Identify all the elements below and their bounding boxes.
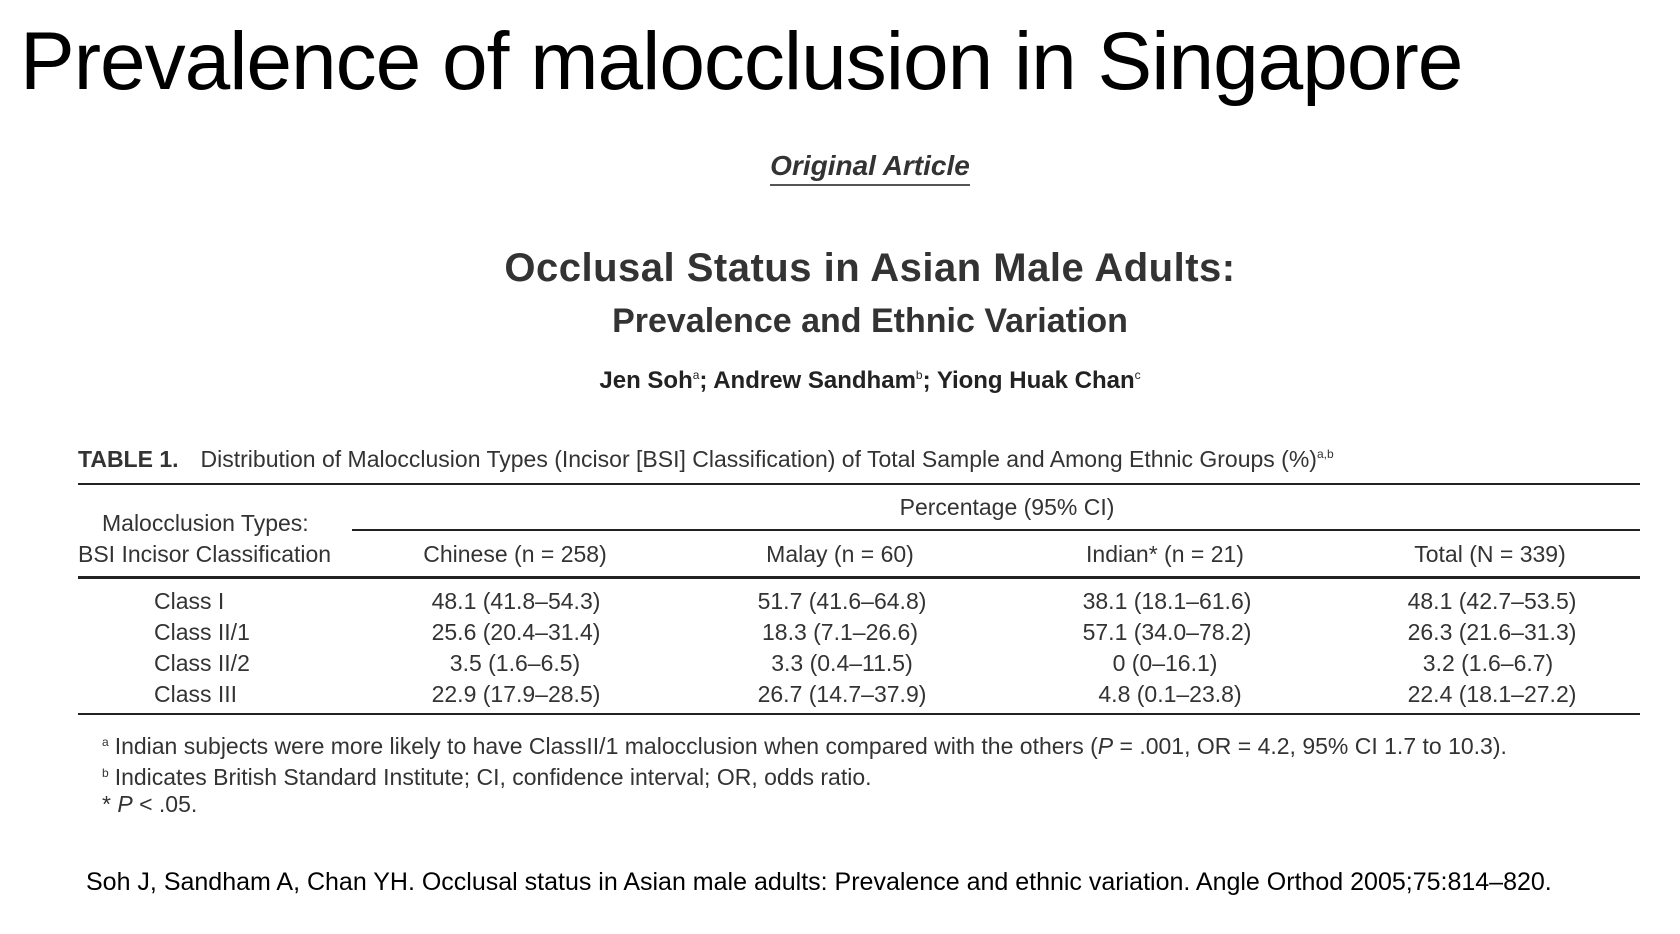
column-header-total: Total (N = 339) bbox=[1414, 541, 1566, 567]
table-caption-footnote-marks: a,b bbox=[1316, 447, 1334, 461]
author-separator: ; bbox=[699, 367, 714, 394]
article-section-text: Original Article bbox=[770, 150, 970, 186]
column-header-chinese: Chinese (n = 258) bbox=[423, 541, 607, 567]
author-affiliation: b bbox=[915, 368, 923, 382]
table-cell: 3.5 (1.6–6.5) bbox=[449, 650, 581, 676]
author-name: Andrew Sandham bbox=[713, 367, 916, 394]
table-cell: 57.1 (34.0–78.2) bbox=[1082, 619, 1252, 645]
table-cell: 25.6 (20.4–31.4) bbox=[431, 619, 601, 645]
table-cell: 4.8 (0.1–23.8) bbox=[1098, 681, 1242, 707]
group-header: Percentage (95% CI) bbox=[899, 494, 1115, 520]
column-header-indian: Indian* (n = 21) bbox=[1086, 541, 1244, 567]
table-cell: 48.1 (42.7–53.5) bbox=[1407, 588, 1577, 614]
table-cell: 51.7 (41.6–64.8) bbox=[757, 588, 927, 614]
row-header-line2: BSI Incisor Classification bbox=[78, 541, 332, 567]
table-top-rule bbox=[78, 483, 1640, 485]
table-cell: 18.3 (7.1–26.6) bbox=[761, 619, 919, 645]
footnote-b-mark: b bbox=[102, 766, 109, 780]
table-row-label: Class III bbox=[154, 681, 238, 707]
footnote-star: * P < .05. bbox=[102, 790, 197, 818]
table-header-rule bbox=[78, 576, 1640, 579]
table-cell: 22.4 (18.1–27.2) bbox=[1407, 681, 1577, 707]
row-header-line1: Malocclusion Types: bbox=[102, 510, 309, 536]
article-title: Occlusal Status in Asian Male Adults: bbox=[504, 246, 1236, 290]
table-cell: 26.3 (21.6–31.3) bbox=[1407, 619, 1577, 645]
author-name: Jen Soh bbox=[599, 367, 693, 394]
footnote-a-mark: a bbox=[102, 735, 109, 749]
table-cell: 26.7 (14.7–37.9) bbox=[757, 681, 927, 707]
slide-title: Prevalence of malocclusion in Singapore bbox=[20, 16, 1463, 107]
footnote-a: a Indian subjects were more likely to hav… bbox=[102, 728, 1507, 760]
table-row-label: Class I bbox=[154, 588, 225, 614]
table-cell: 22.9 (17.9–28.5) bbox=[431, 681, 601, 707]
author-affiliation: a bbox=[692, 368, 700, 382]
author-separator: ; bbox=[922, 367, 937, 394]
footnote-b: b Indicates British Standard Institute; C… bbox=[102, 759, 872, 791]
author-affiliation: c bbox=[1134, 368, 1141, 382]
footnote-star-p: P bbox=[117, 791, 133, 817]
table-cell: 0 (0–16.1) bbox=[1112, 650, 1218, 676]
table-cell: 3.3 (0.4–11.5) bbox=[771, 650, 913, 676]
column-header-malay: Malay (n = 60) bbox=[766, 541, 914, 567]
table-bottom-rule bbox=[78, 713, 1640, 715]
table-cell: 3.2 (1.6–6.7) bbox=[1422, 650, 1554, 676]
footnote-star-mark: * bbox=[102, 791, 118, 817]
table-label: TABLE 1. bbox=[78, 446, 179, 472]
table-row-label: Class II/2 bbox=[154, 650, 250, 676]
table-group-rule bbox=[352, 529, 1640, 531]
author-name: Yiong Huak Chan bbox=[936, 367, 1135, 394]
slide-citation: Soh J, Sandham A, Chan YH. Occlusal stat… bbox=[86, 868, 1552, 896]
table-caption: TABLE 1. Distribution of Malocclusion Typ… bbox=[78, 446, 1334, 473]
table-caption-text: Distribution of Malocclusion Types (Inci… bbox=[200, 446, 1317, 472]
article-section-label: Original Article bbox=[0, 150, 1680, 186]
footnote-b-text: Indicates British Standard Institute; CI… bbox=[114, 764, 872, 790]
table-cell: 48.1 (41.8–54.3) bbox=[431, 588, 601, 614]
article-subtitle: Prevalence and Ethnic Variation bbox=[612, 302, 1128, 340]
footnote-a-p: P bbox=[1097, 733, 1114, 759]
footnote-star-text: < .05. bbox=[132, 791, 198, 817]
footnote-a-text-2: = .001, OR = 4.2, 95% CI 1.7 to 10.3). bbox=[1113, 733, 1507, 759]
footnote-a-text-1: Indian subjects were more likely to have… bbox=[114, 733, 1098, 759]
table-cell: 38.1 (18.1–61.6) bbox=[1082, 588, 1252, 614]
article-authors: Jen Soha; Andrew Sandhamb; Yiong Huak Ch… bbox=[0, 367, 1680, 395]
table-row-label: Class II/1 bbox=[154, 619, 250, 645]
